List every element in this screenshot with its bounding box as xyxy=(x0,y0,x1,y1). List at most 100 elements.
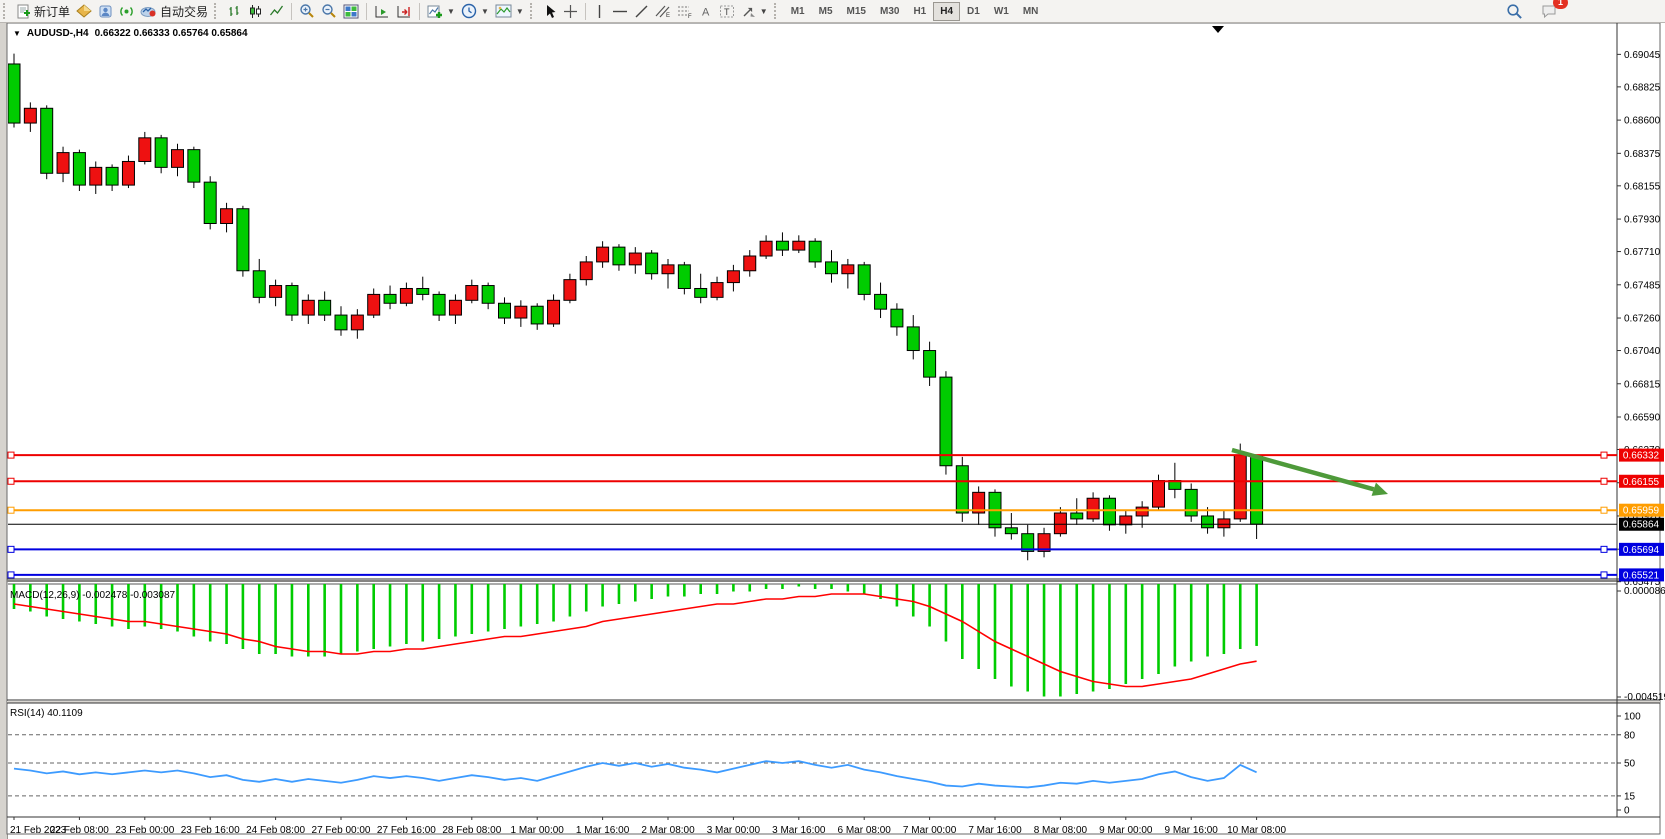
candlestick-chart-button[interactable] xyxy=(245,1,266,22)
trend-arrow-line[interactable] xyxy=(1231,447,1375,492)
candle-body-down xyxy=(498,302,511,319)
svg-text:E: E xyxy=(666,13,670,19)
line-handle[interactable] xyxy=(1600,506,1608,514)
vertical-line-button[interactable] xyxy=(590,1,609,22)
chart-window-frame xyxy=(6,23,1661,835)
svg-text:F: F xyxy=(688,14,692,19)
line-handle[interactable] xyxy=(7,545,15,553)
arrows-dropdown-caret: ▼ xyxy=(759,6,768,16)
new-order-button[interactable]: 新订单 xyxy=(13,1,73,22)
periods-dropdown-caret: ▼ xyxy=(480,6,489,16)
fibonacci-icon: F xyxy=(677,6,692,19)
date-axis-label: 23 Feb 00:00 xyxy=(115,825,174,836)
indicators-button[interactable]: ▼ xyxy=(424,1,458,22)
toolbar-grip xyxy=(773,3,781,19)
timeframe-button-H4[interactable]: H4 xyxy=(933,2,961,21)
notifications-button[interactable]: 1 xyxy=(1538,0,1568,22)
candle-body-up xyxy=(269,285,283,298)
candle-body-down xyxy=(1250,456,1264,525)
candle-body-down xyxy=(923,350,937,378)
chart-canvas[interactable]: 0.69045 0.68825 0.68600 0.68375 0.68155 0.679… xyxy=(0,23,1665,839)
tile-windows-button[interactable] xyxy=(340,1,362,22)
candle-body-down xyxy=(694,287,708,298)
candle-body-up xyxy=(220,208,234,224)
line-handle[interactable] xyxy=(1600,451,1608,459)
rsi-line xyxy=(13,760,1257,789)
date-axis-label: 10 Mar 08:00 xyxy=(1227,825,1286,836)
price-axis-label: 0.68375 xyxy=(1624,149,1661,160)
candle-body-down xyxy=(890,308,904,328)
ohlc-values: 0.66322 0.66333 0.65764 0.65864 xyxy=(94,28,248,39)
timeframe-button-D1[interactable]: D1 xyxy=(960,2,987,21)
line-chart-icon xyxy=(270,5,284,15)
candle-body-down xyxy=(203,181,217,224)
timeframe-button-M1[interactable]: M1 xyxy=(784,2,812,21)
crosshair-button[interactable] xyxy=(560,1,581,22)
candle-body-down xyxy=(318,299,332,316)
chart-shift-marker[interactable] xyxy=(1212,26,1224,33)
candle-body-up xyxy=(792,240,806,251)
line-chart-button[interactable] xyxy=(266,1,287,22)
profile-button[interactable] xyxy=(95,1,116,22)
line-handle[interactable] xyxy=(7,571,15,579)
auto-trading-button[interactable]: 自动交易 xyxy=(137,1,211,22)
candle-body-up xyxy=(138,137,152,162)
line-handle[interactable] xyxy=(1600,477,1608,485)
auto-trading-icon xyxy=(140,7,156,17)
text-button[interactable]: A xyxy=(696,1,716,22)
cursor-button[interactable] xyxy=(540,1,560,22)
line-price-label-box xyxy=(1619,474,1664,488)
equidistant-channel-button[interactable]: E xyxy=(652,1,674,22)
chart-shift-icon xyxy=(397,5,411,17)
templates-button[interactable]: ▼ xyxy=(492,1,527,22)
line-price-label: 0.65959 xyxy=(1623,506,1660,517)
timeframe-button-M15[interactable]: M15 xyxy=(840,2,873,21)
candle-body-up xyxy=(1217,518,1231,529)
timeframe-button-H1[interactable]: H1 xyxy=(906,2,933,21)
line-handle[interactable] xyxy=(1600,571,1608,579)
macd-signal-value: -0.003087 xyxy=(130,590,176,601)
line-handle[interactable] xyxy=(7,506,15,514)
rsi-axis-label: 50 xyxy=(1624,759,1636,770)
line-price-label-box xyxy=(1619,503,1664,517)
zoom-out-button[interactable] xyxy=(318,1,340,22)
macd-name: MACD(12,26,9) xyxy=(10,590,80,601)
trendline-button[interactable] xyxy=(631,1,652,22)
pane-splitter-bar[interactable] xyxy=(7,701,1660,703)
chart-shift-button[interactable] xyxy=(393,1,415,22)
line-handle[interactable] xyxy=(7,451,15,459)
candlestick-chart-icon xyxy=(250,4,262,18)
candle-body-down xyxy=(808,240,822,263)
auto-scroll-button[interactable] xyxy=(371,1,393,22)
macd-indicator-label: MACD(12,26,9) -0.002478 -0.003087 xyxy=(10,590,175,601)
line-price-label: 0.65694 xyxy=(1623,545,1660,556)
signals-button[interactable] xyxy=(116,1,137,22)
timeframe-button-M5[interactable]: M5 xyxy=(812,2,840,21)
zoom-in-button[interactable] xyxy=(296,1,318,22)
timeframe-button-M30[interactable]: M30 xyxy=(873,2,906,21)
date-axis-label: 9 Mar 16:00 xyxy=(1165,825,1219,836)
fibonacci-button[interactable]: F xyxy=(674,1,696,22)
rsi-name: RSI(14) xyxy=(10,708,45,719)
text-label-button[interactable]: T xyxy=(716,1,738,22)
candle-body-up xyxy=(661,264,675,275)
chart-title-dropdown-icon[interactable]: ▼ xyxy=(13,29,21,38)
date-axis-label: 3 Mar 00:00 xyxy=(707,825,761,836)
new-order-icon xyxy=(17,4,30,18)
search-button[interactable] xyxy=(1503,1,1526,22)
timeframe-button-W1[interactable]: W1 xyxy=(987,2,1016,21)
trend-arrow-head[interactable] xyxy=(1371,482,1388,496)
line-price-label-box xyxy=(1619,448,1664,462)
market-watch-button[interactable] xyxy=(73,1,95,22)
rsi-axis-label: 15 xyxy=(1624,791,1636,802)
bar-chart-button[interactable] xyxy=(224,1,245,22)
line-handle[interactable] xyxy=(7,477,15,485)
date-axis-label: 8 Mar 08:00 xyxy=(1034,825,1088,836)
periods-button[interactable]: ▼ xyxy=(458,1,492,22)
line-handle[interactable] xyxy=(1600,545,1608,553)
timeframe-button-MN[interactable]: MN xyxy=(1016,2,1046,21)
candle-body-up xyxy=(350,314,364,331)
arrows-shapes-button[interactable]: ▼ xyxy=(738,1,771,22)
horizontal-line-button[interactable] xyxy=(609,1,631,22)
candle-body-up xyxy=(972,491,986,514)
